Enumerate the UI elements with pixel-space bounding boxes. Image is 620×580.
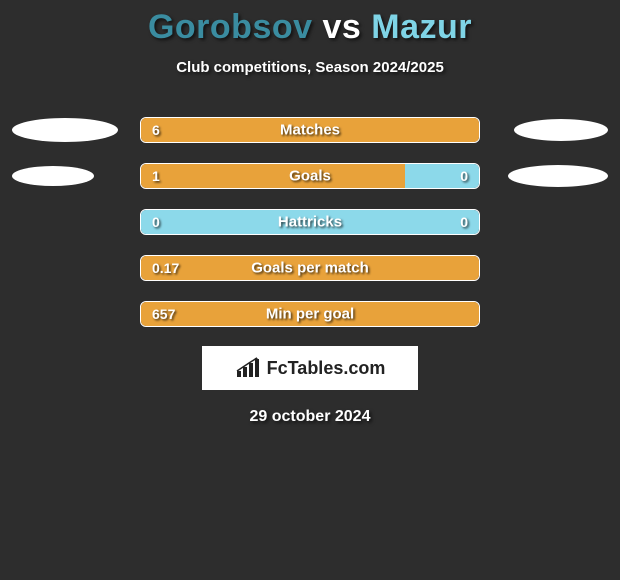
comparison-title: Gorobsov vs Mazur [0,0,620,47]
left-ellipse [12,118,118,142]
right-value: 0 [460,214,468,230]
player2-name: Mazur [371,8,472,46]
vs-text: vs [323,8,362,46]
right-ellipse [508,165,608,187]
stat-row: 657Min per goal [10,300,610,328]
stats-chart: 6Matches10Goals00Hattricks0.17Goals per … [0,116,620,328]
left-value: 0.17 [152,260,179,276]
player1-name: Gorobsov [148,8,313,46]
bar-left [141,164,405,188]
right-ellipse [514,119,608,141]
bar-track [140,163,480,189]
bar-track [140,255,480,281]
bar-right [141,210,479,234]
subtitle: Club competitions, Season 2024/2025 [0,59,620,76]
bar-track [140,117,480,143]
left-value: 657 [152,306,175,322]
right-value: 0 [460,168,468,184]
left-value: 0 [152,214,160,230]
stat-row: 00Hattricks [10,208,610,236]
fctables-logo: FcTables.com [202,346,418,390]
bar-left [141,302,479,326]
stat-row: 10Goals [10,162,610,190]
bar-left [141,118,479,142]
bars-icon [235,357,261,379]
date: 29 october 2024 [0,408,620,426]
bar-track [140,209,480,235]
left-value: 1 [152,168,160,184]
left-ellipse [12,166,94,186]
bar-track [140,301,480,327]
left-value: 6 [152,122,160,138]
logo-text: FcTables.com [267,358,386,379]
bar-left [141,256,479,280]
stat-row: 0.17Goals per match [10,254,610,282]
stat-row: 6Matches [10,116,610,144]
